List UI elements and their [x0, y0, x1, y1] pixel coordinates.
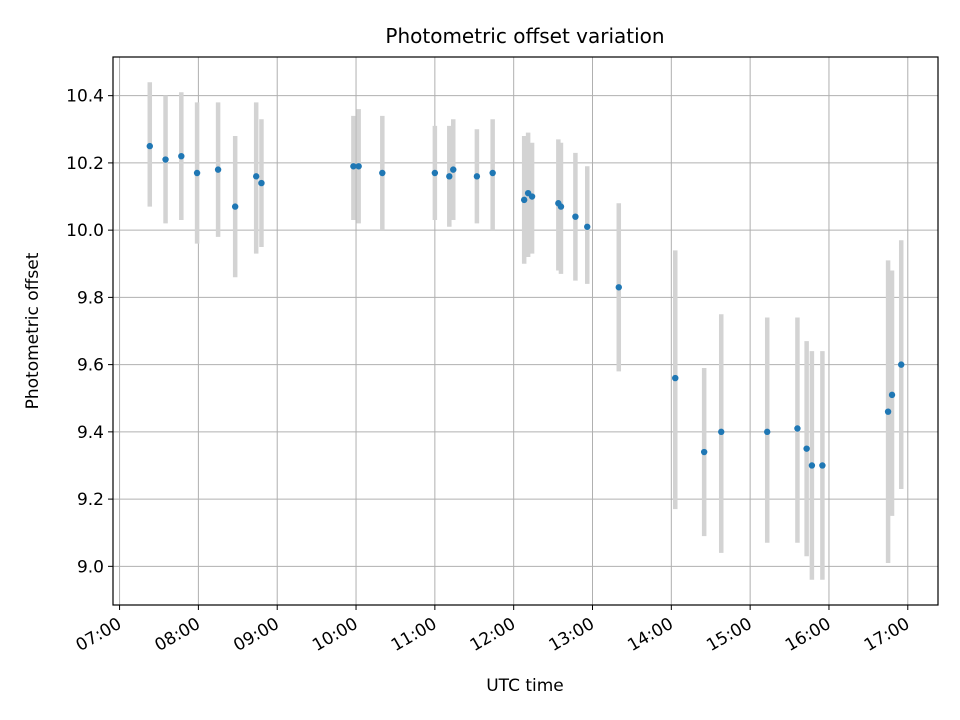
data-point — [258, 179, 265, 187]
data-point — [146, 142, 153, 150]
data-point — [803, 445, 810, 452]
data-point — [615, 284, 622, 291]
data-point — [252, 173, 260, 180]
data-point — [808, 462, 816, 469]
data-point — [584, 223, 591, 230]
data-point — [446, 173, 453, 180]
data-point — [557, 203, 565, 210]
data-point — [888, 391, 896, 399]
data-point — [355, 163, 362, 170]
data-point — [162, 156, 169, 163]
y-tick-label: 9.0 — [77, 557, 104, 577]
data-point — [193, 169, 201, 177]
data-point — [450, 166, 457, 173]
data-point — [572, 213, 579, 220]
x-axis-label: UTC time — [486, 676, 564, 696]
y-tick-label: 10.2 — [66, 154, 104, 174]
data-point — [700, 448, 708, 456]
data-point — [764, 428, 771, 436]
data-point — [431, 169, 439, 177]
y-tick-label: 9.6 — [77, 356, 104, 376]
chart-title: Photometric offset variation — [385, 24, 664, 48]
data-point — [473, 173, 481, 180]
data-point — [794, 425, 801, 432]
data-point — [379, 169, 386, 177]
y-axis-label: Photometric offset — [23, 252, 43, 409]
y-axis: 9.0 9.2 9.4 9.6 9.8 10.0 10.2 10.4 — [66, 87, 113, 577]
data-point — [214, 166, 222, 173]
y-tick-label: 9.8 — [77, 288, 104, 308]
data-point — [489, 169, 496, 177]
data-point — [520, 196, 528, 204]
data-point — [672, 374, 679, 382]
data-point — [718, 428, 725, 436]
data-point — [819, 462, 826, 469]
data-point — [528, 193, 536, 200]
data-point — [178, 152, 185, 160]
y-tick-label: 10.4 — [66, 87, 104, 107]
y-tick-label: 9.2 — [77, 490, 104, 510]
data-point — [884, 408, 892, 415]
data-points — [146, 142, 905, 469]
data-point — [898, 361, 905, 368]
y-tick-label: 9.4 — [77, 423, 104, 443]
plot-frame — [112, 56, 939, 606]
data-point — [350, 163, 357, 170]
data-point — [231, 203, 239, 210]
y-tick-label: 10.0 — [66, 221, 104, 241]
